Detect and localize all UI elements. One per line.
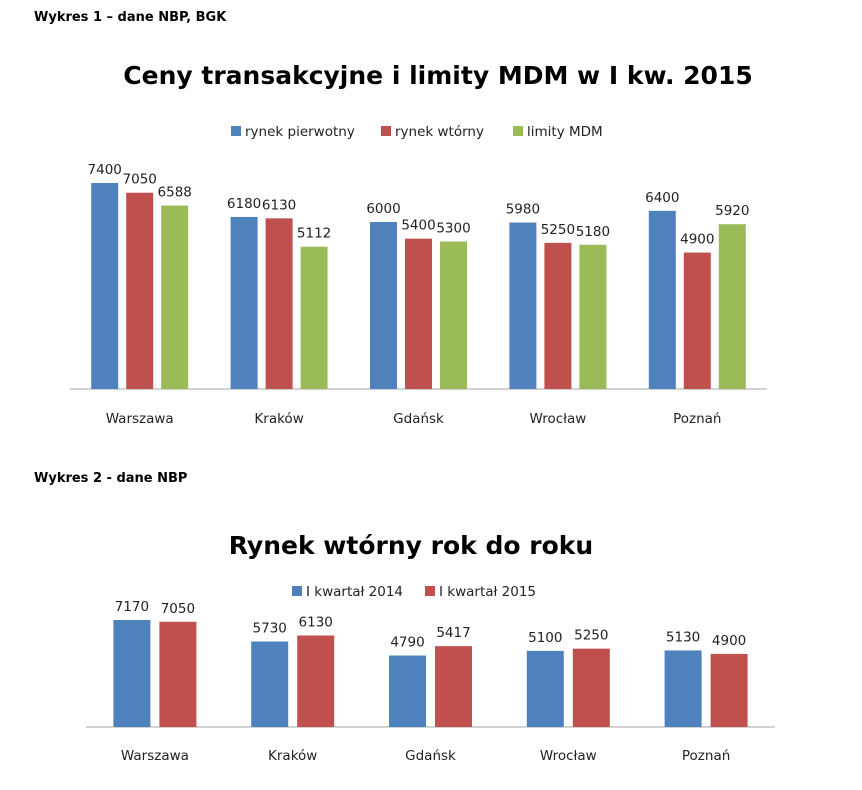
chart2-data-label-0-0: 7170 [115, 599, 149, 615]
chart1-bar-2-1 [405, 238, 432, 389]
chart1-bar-4-2 [718, 224, 746, 389]
chart1-data-label-3-2: 5180 [576, 224, 610, 240]
chart2-bar-2-1 [435, 646, 472, 727]
chart2-data-label-2-0: 4790 [390, 635, 424, 651]
chart1-bar-0-1 [126, 192, 154, 389]
chart1-data-label-0-0: 7400 [88, 162, 122, 178]
chart1-category-label-1: Kraków [254, 411, 303, 427]
chart2-legend-label-0: I kwartał 2014 [306, 584, 403, 600]
chart1-bar-3-0 [509, 222, 537, 389]
chart2-bar-0-0 [113, 620, 151, 727]
chart2-legend-swatch-0 [292, 586, 302, 596]
chart1-legend-swatch-1 [381, 126, 391, 136]
chart1-legend-label-0: rynek pierwotny [245, 124, 355, 140]
chart1-data-label-1-1: 6130 [262, 197, 296, 213]
chart2-data-label-3-0: 5100 [528, 630, 562, 646]
chart1-bar-1-1 [265, 218, 293, 389]
chart1-bar-2-2 [440, 241, 467, 389]
chart1-data-label-0-2: 6588 [158, 185, 192, 201]
chart2-data-label-1-1: 6130 [299, 615, 333, 631]
chart2-data-label-3-1: 5250 [574, 628, 608, 644]
chart1-data-label-3-0: 5980 [506, 202, 540, 218]
chart1-data-label-2-1: 5400 [401, 218, 435, 234]
chart1-category-label-4: Poznań [673, 411, 721, 427]
chart2-data-label-0-1: 7050 [161, 601, 195, 617]
chart1-data-label-0-1: 7050 [123, 172, 157, 188]
chart1-legend-swatch-2 [513, 126, 523, 136]
chart1-bar-2-0 [370, 221, 397, 389]
chart2-data-label-4-1: 4900 [712, 633, 746, 649]
chart2-data-label-2-1: 5417 [436, 625, 470, 641]
chart1-category-label-0: Warszawa [106, 411, 174, 427]
chart1-bar-1-0 [230, 216, 258, 389]
chart1-legend-swatch-0 [231, 126, 241, 136]
chart2-category-label-3: Wrocław [540, 748, 597, 764]
chart2-bar-0-1 [159, 621, 197, 727]
chart1-bar-4-0 [648, 210, 676, 389]
chart1-bar-0-0 [91, 183, 119, 389]
chart2-legend-swatch-1 [425, 586, 435, 596]
chart2-bar-4-0 [664, 650, 702, 727]
chart1-data-label-1-2: 5112 [297, 226, 331, 242]
chart1-data-label-2-2: 5300 [436, 220, 470, 236]
chart2-data-label-1-0: 5730 [253, 620, 287, 636]
chart2-data-label-4-0: 5130 [666, 629, 700, 645]
chart1-data-label-4-0: 6400 [645, 190, 679, 206]
chart1-data-label-1-0: 6180 [227, 196, 261, 212]
chart1-category-label-2: Gdańsk [393, 411, 444, 427]
chart2-bar-1-1 [297, 635, 335, 727]
chart2-bar-2-0 [389, 655, 426, 727]
chart2-legend-label-1: I kwartał 2015 [439, 584, 536, 600]
chart2-bar-3-0 [526, 650, 564, 727]
chart2-caption: Wykres 2 - dane NBP [34, 471, 188, 486]
chart1-bar-4-1 [683, 252, 711, 389]
chart2-bar-1-0 [251, 641, 289, 727]
chart1-bar-3-1 [544, 242, 572, 389]
chart2-bar-3-1 [572, 648, 610, 727]
chart1-title: Ceny transakcyjne i limity MDM w I kw. 2… [123, 61, 752, 90]
chart1-svg: Ceny transakcyjne i limity MDM w I kw. 2… [70, 61, 767, 427]
chart1-caption: Wykres 1 – dane NBP, BGK [34, 10, 227, 25]
chart1-data-label-2-0: 6000 [366, 201, 400, 217]
chart1-category-label-3: Wrocław [529, 411, 586, 427]
chart1-bar-0-2 [161, 205, 189, 389]
chart2-category-label-4: Poznań [682, 748, 730, 764]
chart1-legend-label-1: rynek wtórny [395, 124, 484, 140]
chart1-data-label-4-1: 4900 [680, 232, 714, 248]
chart1-bar-1-2 [300, 246, 328, 389]
chart2-category-label-2: Gdańsk [405, 748, 456, 764]
chart1-bar-3-2 [579, 244, 607, 389]
chart2-category-label-1: Kraków [268, 748, 317, 764]
chart1-legend-label-2: limity MDM [527, 124, 603, 140]
chart2-bar-4-1 [710, 653, 748, 727]
chart1-data-label-4-2: 5920 [715, 203, 749, 219]
chart2-title: Rynek wtórny rok do roku [229, 531, 593, 560]
chart1-data-label-3-1: 5250 [541, 222, 575, 238]
chart2-category-label-0: Warszawa [121, 748, 189, 764]
